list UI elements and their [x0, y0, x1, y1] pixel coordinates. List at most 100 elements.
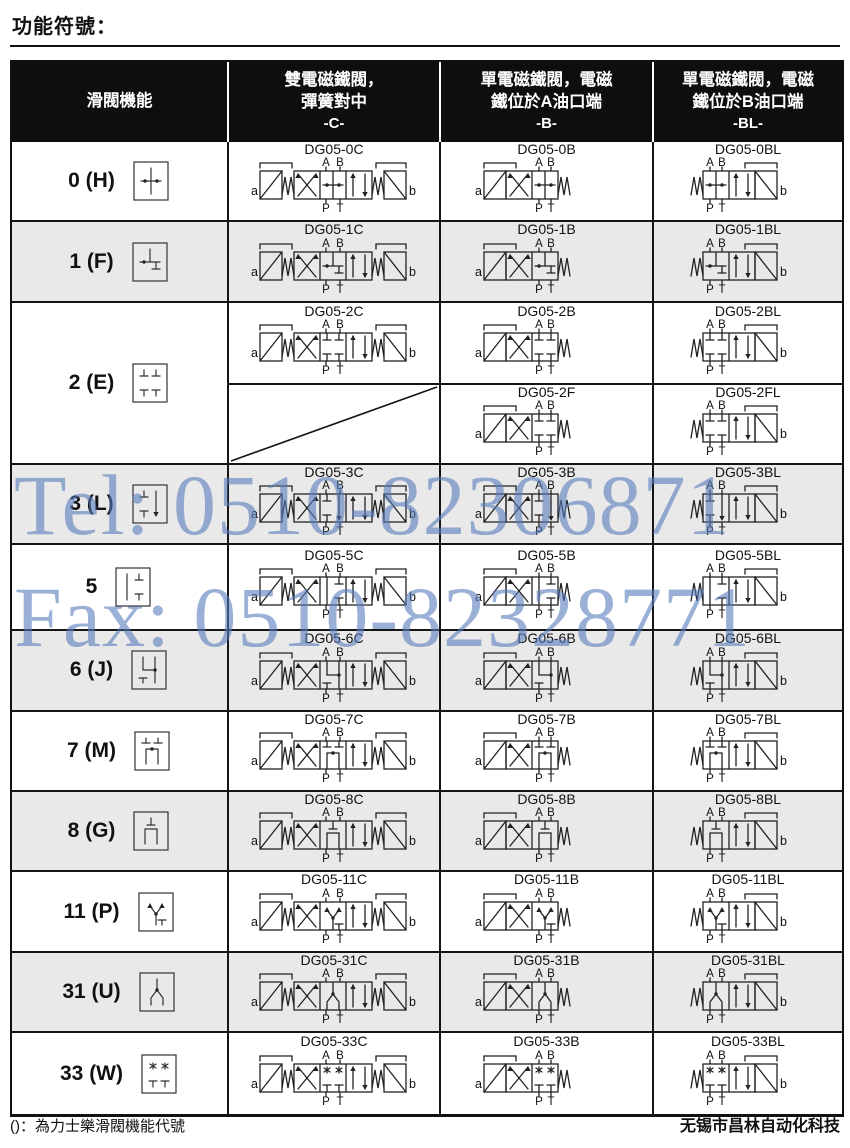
svg-text:B: B — [547, 319, 555, 331]
svg-text:a: a — [251, 1077, 258, 1091]
svg-text:A: A — [322, 319, 330, 331]
svg-text:A: A — [706, 319, 714, 331]
spool-label: 5 — [85, 575, 98, 599]
svg-text:A: A — [322, 480, 330, 492]
valve-model-label: DG05-8B — [517, 791, 576, 807]
valve-symbol-icon: A B P Ta — [475, 807, 571, 865]
spool-symbol-icon — [133, 161, 169, 201]
svg-text:A: A — [322, 563, 330, 575]
valve-model-label: DG05-2F — [517, 383, 576, 400]
svg-text:A: A — [322, 807, 330, 819]
svg-text:b: b — [409, 184, 416, 198]
svg-text:B: B — [718, 647, 726, 659]
valve-symbol-icon: A B P Ta b — [251, 563, 416, 621]
svg-text:A: A — [706, 157, 714, 169]
svg-text:P: P — [706, 365, 714, 377]
svg-text:B: B — [336, 968, 344, 980]
svg-text:b: b — [409, 834, 416, 848]
svg-text:B: B — [718, 157, 726, 169]
header-text: 雙電磁鐵閥， — [284, 71, 384, 90]
header-code: -B- — [536, 115, 557, 133]
svg-text:T: T — [718, 284, 725, 296]
valve-model-label: DG05-31BL — [711, 952, 785, 968]
spool-symbol-icon — [134, 731, 170, 771]
svg-text:P: P — [535, 365, 543, 377]
svg-text:B: B — [336, 157, 344, 169]
svg-text:B: B — [547, 888, 555, 900]
svg-text:P: P — [322, 609, 330, 621]
valve-model-label: DG05-2C — [304, 302, 364, 319]
svg-text:B: B — [336, 807, 344, 819]
svg-text:b: b — [780, 754, 787, 768]
valve-model-label: DG05-11B — [513, 872, 580, 888]
svg-text:T: T — [336, 773, 343, 785]
spool-cell: 6 (J) — [12, 631, 227, 709]
spool-cell: 7 (M) — [12, 712, 227, 790]
svg-text:P: P — [706, 609, 714, 621]
svg-text:b: b — [780, 995, 787, 1009]
svg-text:A: A — [706, 647, 714, 659]
svg-text:b: b — [780, 590, 787, 604]
header-text: 滑閥機能 — [86, 92, 153, 111]
spool-symbol-icon — [132, 363, 168, 403]
svg-text:P: P — [535, 1014, 543, 1026]
valve-symbol-icon: A B P Ta — [475, 400, 571, 458]
svg-text:b: b — [409, 346, 416, 360]
svg-text:A: A — [535, 888, 543, 900]
header-cell-c: 雙電磁鐵閥， 彈簧對中 -C- — [227, 62, 439, 142]
svg-text:P: P — [706, 1014, 714, 1026]
valve-symbol-icon: A B P Tb — [690, 888, 787, 946]
valve-symbol-icon: A B P Tb — [690, 647, 787, 705]
svg-text:T: T — [547, 934, 554, 946]
valve-model-label: DG05-1BL — [714, 222, 782, 238]
title-divider — [10, 45, 840, 47]
valve-symbol-icon: A B P Tb — [690, 968, 787, 1026]
svg-text:b: b — [780, 427, 787, 441]
svg-text:B: B — [547, 400, 555, 412]
svg-text:P: P — [535, 203, 543, 215]
svg-text:b: b — [780, 834, 787, 848]
svg-text:T: T — [336, 1096, 343, 1108]
valve-symbol-icon: A B P Tb — [690, 563, 787, 621]
spool-symbol-icon — [132, 484, 168, 524]
valve-model-label: DG05-33BL — [711, 1033, 785, 1050]
svg-text:B: B — [547, 968, 555, 980]
page-title: 功能符號： — [12, 16, 117, 38]
svg-text:T: T — [718, 446, 725, 458]
svg-text:B: B — [336, 888, 344, 900]
spool-cell: 2 (E) — [12, 303, 227, 463]
